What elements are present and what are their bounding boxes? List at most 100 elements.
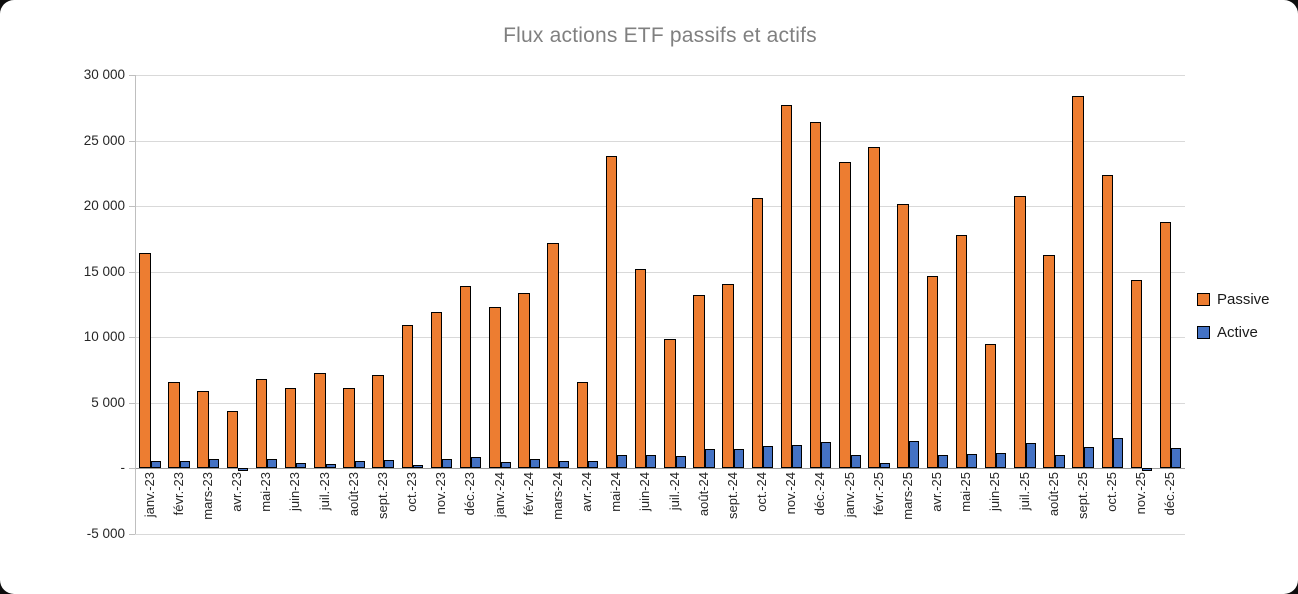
y-axis-tick-label: 25 000 (83, 132, 125, 148)
x-axis-label: avr.-24 (579, 472, 595, 512)
bar-passive (168, 381, 180, 469)
y-axis-tick (129, 534, 135, 535)
bar-active (179, 461, 190, 469)
bar-passive (722, 283, 734, 469)
x-axis-label: janv.-25 (841, 472, 857, 518)
bar-passive (547, 242, 559, 469)
x-axis-label: août-24 (695, 472, 711, 517)
bar-passive (1101, 174, 1114, 469)
bar-passive (809, 122, 822, 469)
bar-passive (1159, 221, 1172, 469)
x-axis-label: nov.-24 (783, 472, 799, 515)
y-axis-tick (129, 271, 135, 273)
legend-item-passive: Passive (1197, 291, 1270, 308)
x-axis-label: avr.-25 (929, 472, 945, 512)
x-axis-label: mai-24 (608, 472, 624, 512)
x-axis-label: mars-23 (199, 472, 215, 520)
bar-active (821, 442, 832, 469)
y-axis-tick-label: 10 000 (83, 329, 125, 345)
bar-active (1083, 446, 1094, 469)
bar-active (733, 449, 744, 469)
x-axis-label: sept.-25 (1074, 472, 1090, 519)
bar-passive (868, 147, 880, 469)
x-axis-label: nov.-25 (1133, 472, 1149, 515)
x-axis-label: sept.-24 (724, 472, 740, 519)
gridline (135, 140, 1185, 142)
bar-active (763, 446, 774, 469)
bar-active (383, 459, 394, 469)
bar-active (1171, 448, 1182, 469)
bar-active (1113, 438, 1124, 469)
bar-active (529, 459, 540, 469)
bar-passive (780, 105, 793, 469)
bar-passive (1072, 95, 1084, 469)
bar-active (879, 462, 890, 469)
legend-swatch-passive (1197, 293, 1210, 306)
x-axis-label: févr.-25 (870, 472, 886, 516)
bar-active (1025, 442, 1036, 469)
legend-swatch-active (1197, 326, 1210, 339)
bar-passive (255, 379, 268, 469)
gridline (135, 206, 1185, 208)
x-axis-label: janv.-23 (141, 472, 157, 518)
x-axis-label: févr.-24 (520, 472, 536, 516)
bar-passive (401, 325, 414, 469)
bar-passive (576, 381, 589, 469)
y-axis-line (135, 75, 136, 534)
legend-label-passive: Passive (1217, 291, 1270, 308)
bar-active (1142, 468, 1153, 472)
y-axis-tick (129, 402, 135, 404)
bar-active (908, 440, 919, 469)
bar-passive (343, 388, 355, 469)
x-axis-label: oct.-23 (404, 472, 420, 512)
bar-passive (489, 307, 501, 469)
chart-title: Flux actions ETF passifs et actifs (503, 24, 817, 47)
bar-passive (284, 388, 297, 469)
bar-active (1054, 455, 1065, 469)
bar-passive (1014, 195, 1026, 469)
y-axis-tick-label: 5 000 (91, 394, 125, 410)
bar-active (325, 464, 336, 469)
gridline (135, 75, 1185, 76)
bar-active (208, 458, 219, 469)
bar-active (354, 460, 365, 469)
y-axis-tick-label: - (120, 460, 126, 476)
zero-gridline (135, 468, 1185, 470)
bar-passive (955, 234, 968, 469)
x-axis-label: juil.-24 (666, 472, 682, 511)
x-axis-label: janv.-24 (491, 472, 507, 518)
y-axis-tick-label: 15 000 (83, 263, 125, 279)
y-axis-tick (129, 75, 135, 76)
x-axis-label: févr.-23 (170, 472, 186, 516)
bar-active (617, 455, 628, 469)
bar-active (675, 455, 686, 469)
bar-active (704, 448, 715, 469)
y-axis-tick-label: 30 000 (83, 67, 125, 82)
bar-active (996, 453, 1007, 469)
bar-active (558, 460, 569, 469)
bar-active (500, 461, 511, 469)
bar-active (588, 460, 599, 469)
bar-active (413, 465, 424, 469)
bar-passive (984, 343, 997, 469)
bar-active (471, 457, 482, 469)
bar-passive (314, 372, 326, 469)
bar-passive (634, 269, 647, 469)
bar-active (967, 454, 978, 469)
gridline (135, 271, 1185, 273)
bar-active (792, 444, 803, 469)
bar-active (850, 454, 861, 469)
bar-active (238, 468, 249, 472)
y-axis-tick (129, 140, 135, 142)
y-axis-tick (129, 468, 135, 470)
bar-active (267, 459, 278, 469)
bar-passive (459, 286, 472, 469)
x-axis-label: juin-24 (637, 472, 653, 512)
x-axis-label: juil.-25 (1016, 472, 1032, 511)
bar-passive (926, 275, 939, 469)
x-axis-label: déc.-24 (812, 472, 828, 516)
bar-active (646, 455, 657, 469)
gridline (135, 337, 1185, 339)
bar-passive (839, 161, 851, 469)
